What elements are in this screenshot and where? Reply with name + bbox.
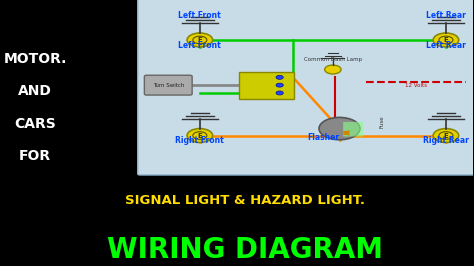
Circle shape <box>276 83 283 87</box>
Text: Common Dash Lamp: Common Dash Lamp <box>304 57 362 62</box>
Circle shape <box>325 65 341 74</box>
Text: MOTOR.: MOTOR. <box>3 52 67 66</box>
Text: Turn Switch: Turn Switch <box>153 83 184 88</box>
FancyBboxPatch shape <box>138 0 474 175</box>
Text: Left Rear: Left Rear <box>426 41 466 50</box>
Circle shape <box>319 117 360 140</box>
Circle shape <box>276 91 283 95</box>
FancyBboxPatch shape <box>343 122 363 136</box>
Text: E: E <box>198 132 202 139</box>
Text: SIGNAL LIGHT & HAZARD LIGHT.: SIGNAL LIGHT & HAZARD LIGHT. <box>125 194 365 207</box>
Circle shape <box>187 33 213 47</box>
Text: WIRING DIAGRAM: WIRING DIAGRAM <box>107 236 383 264</box>
Circle shape <box>187 128 213 143</box>
Text: Fuse: Fuse <box>379 115 384 128</box>
Text: E: E <box>444 37 448 43</box>
Text: Right Rear: Right Rear <box>423 136 469 146</box>
Text: FOR: FOR <box>19 149 51 163</box>
Circle shape <box>433 128 459 143</box>
Text: E: E <box>444 132 448 139</box>
Text: 12 Volts: 12 Volts <box>405 83 427 88</box>
Text: AND: AND <box>18 84 52 98</box>
FancyBboxPatch shape <box>239 72 294 99</box>
Circle shape <box>276 75 283 79</box>
Text: Left Front: Left Front <box>179 41 221 50</box>
Text: E: E <box>198 37 202 43</box>
Text: Flasher: Flasher <box>307 133 339 142</box>
Text: Left Front: Left Front <box>179 11 221 20</box>
Text: Right Front: Right Front <box>175 136 224 146</box>
FancyBboxPatch shape <box>145 75 192 95</box>
Text: Left Rear: Left Rear <box>426 11 466 20</box>
Circle shape <box>433 33 459 47</box>
Text: CARS: CARS <box>14 117 56 131</box>
